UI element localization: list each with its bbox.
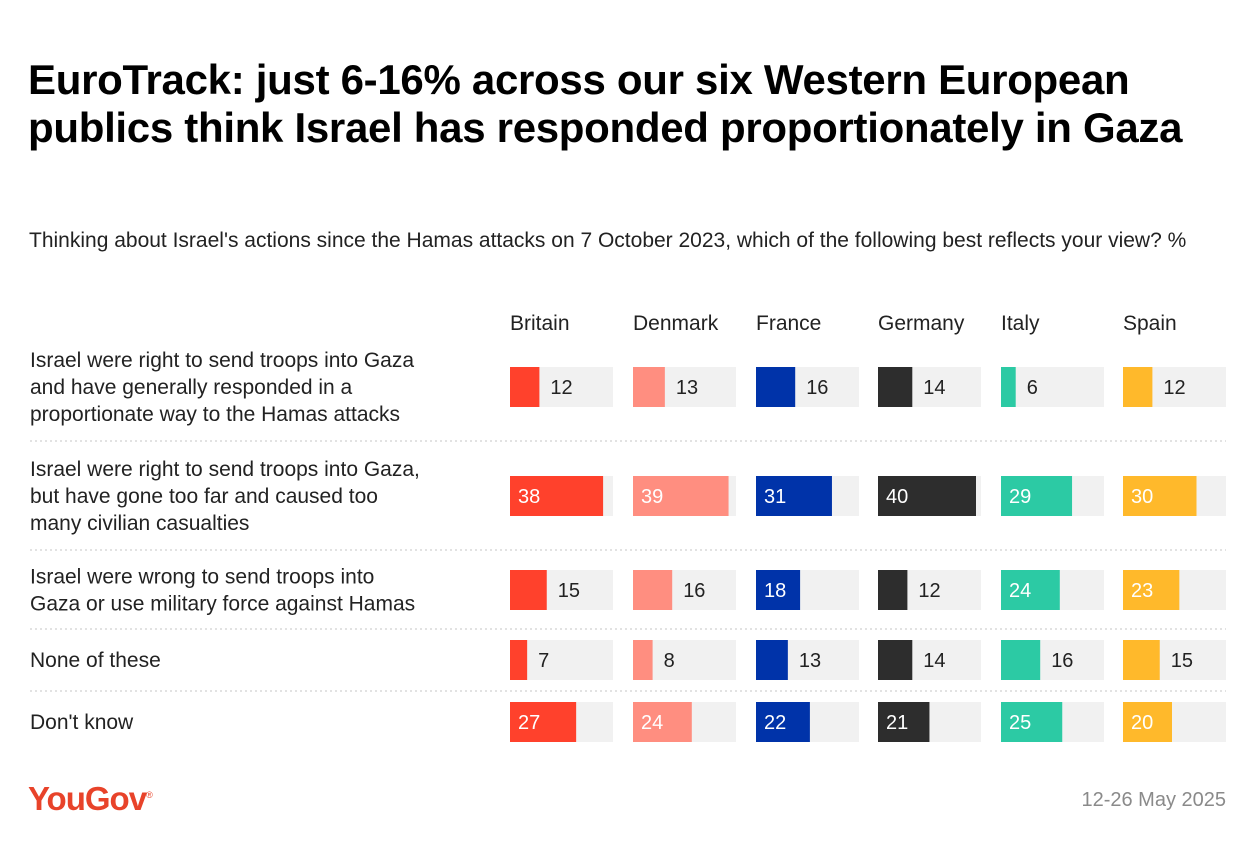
value-label-france: 13	[799, 650, 821, 672]
bar-denmark	[633, 367, 665, 407]
bar-track	[510, 640, 613, 680]
bar-britain	[510, 570, 547, 610]
bar-germany	[878, 476, 976, 516]
bar-italy	[1001, 476, 1073, 516]
bar-britain	[510, 367, 540, 407]
column-header-germany: Germany	[878, 312, 965, 335]
value-label-denmark: 8	[664, 650, 675, 672]
bar-germany	[878, 702, 930, 742]
column-header-spain: Spain	[1123, 312, 1177, 335]
chart-subtitle: Thinking about Israel's actions since th…	[29, 229, 1187, 252]
bar-britain	[510, 702, 577, 742]
value-label-france: 31	[764, 486, 786, 508]
column-header-denmark: Denmark	[633, 312, 719, 335]
value-label-britain: 7	[538, 650, 549, 672]
value-label-france: 22	[764, 712, 786, 734]
value-label-spain: 23	[1131, 580, 1153, 602]
bar-italy	[1001, 640, 1041, 680]
value-label-denmark: 24	[641, 712, 663, 734]
bar-spain	[1123, 476, 1197, 516]
bar-denmark	[633, 570, 673, 610]
bar-denmark	[633, 476, 729, 516]
bar-italy	[1001, 570, 1060, 610]
column-header-britain: Britain	[510, 312, 570, 335]
value-label-italy: 25	[1009, 712, 1031, 734]
value-label-denmark: 39	[641, 486, 663, 508]
bar-denmark	[633, 702, 692, 742]
value-label-denmark: 16	[683, 580, 705, 602]
row-label: Don't know	[30, 711, 134, 734]
row-label: Israel were wrong to send troops into Gaz…	[30, 566, 415, 616]
bar-denmark	[633, 640, 653, 680]
bar-germany	[878, 367, 913, 407]
bar-italy	[1001, 702, 1063, 742]
value-label-spain: 15	[1171, 650, 1193, 672]
value-label-italy: 24	[1009, 580, 1031, 602]
value-label-italy: 16	[1051, 650, 1073, 672]
value-label-britain: 38	[518, 486, 540, 508]
value-label-germany: 14	[923, 650, 945, 672]
bar-france	[756, 570, 801, 610]
row-label: None of these	[30, 649, 161, 672]
value-label-spain: 30	[1131, 486, 1153, 508]
value-label-spain: 12	[1163, 377, 1185, 399]
value-label-britain: 12	[550, 377, 572, 399]
value-label-germany: 12	[918, 580, 940, 602]
bar-spain	[1123, 570, 1180, 610]
column-header-italy: Italy	[1001, 312, 1040, 335]
chart-title: EuroTrack: just 6-16% across our six Wes…	[28, 56, 1183, 151]
row-label: Israel were right to send troops into Ga…	[30, 349, 414, 426]
bar-france	[756, 702, 810, 742]
bar-france	[756, 640, 788, 680]
yougov-logo: YouGov®	[28, 780, 153, 817]
bar-spain	[1123, 367, 1153, 407]
bar-italy	[1001, 367, 1016, 407]
survey-date: 12-26 May 2025	[1081, 789, 1226, 811]
bar-britain	[510, 476, 604, 516]
value-label-denmark: 13	[676, 377, 698, 399]
bar-germany	[878, 570, 908, 610]
value-label-britain: 15	[558, 580, 580, 602]
bar-spain	[1123, 640, 1160, 680]
value-label-france: 16	[806, 377, 828, 399]
column-header-france: France	[756, 312, 821, 335]
row-label: Israel were right to send troops into Ga…	[30, 458, 420, 535]
value-label-italy: 29	[1009, 486, 1031, 508]
value-label-spain: 20	[1131, 712, 1153, 734]
value-label-germany: 40	[886, 486, 908, 508]
bar-france	[756, 476, 832, 516]
value-label-italy: 6	[1027, 377, 1038, 399]
bar-france	[756, 367, 796, 407]
bar-britain	[510, 640, 528, 680]
value-label-france: 18	[764, 580, 786, 602]
bar-track	[1001, 367, 1104, 407]
bar-spain	[1123, 702, 1172, 742]
value-label-germany: 21	[886, 712, 908, 734]
bar-germany	[878, 640, 913, 680]
value-label-britain: 27	[518, 712, 540, 734]
value-label-germany: 14	[923, 377, 945, 399]
